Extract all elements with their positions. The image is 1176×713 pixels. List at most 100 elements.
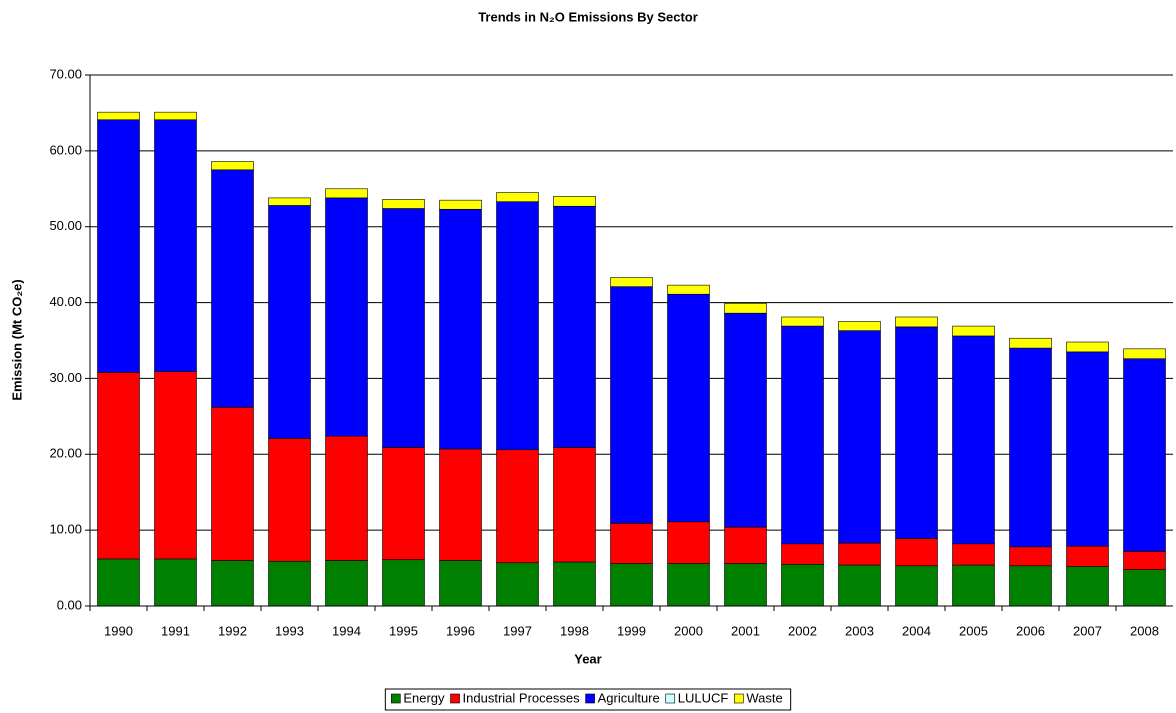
bar-segment: [952, 335, 995, 545]
y-tick-label: 0.00: [57, 597, 82, 612]
bar-segment: [211, 161, 254, 171]
bar-segment: [154, 119, 197, 372]
y-tick-label: 40.00: [49, 294, 82, 309]
legend-swatch: [585, 693, 595, 704]
legend-swatch: [450, 693, 460, 704]
bar-segment: [382, 208, 425, 448]
bar-segment: [1009, 337, 1052, 349]
bar-segment: [211, 406, 254, 561]
legend-label: Agriculture: [598, 690, 660, 705]
x-tick-label: 2004: [902, 623, 931, 638]
bar-segment: [439, 208, 482, 450]
bar-segment: [667, 284, 710, 295]
x-tick-label: 1991: [161, 623, 190, 638]
x-tick-label: 2000: [674, 623, 703, 638]
bar-segment: [724, 312, 767, 528]
bar-segment: [553, 447, 596, 563]
bar-segment: [781, 316, 824, 327]
bar-segment: [496, 192, 539, 202]
bar-segment: [1123, 569, 1166, 607]
bar-segment: [325, 435, 368, 561]
bar-segment: [724, 303, 767, 314]
bar-segment: [1066, 341, 1109, 353]
x-tick-label: 2001: [731, 623, 760, 638]
bar-segment: [1066, 566, 1109, 607]
bar-segment: [496, 201, 539, 451]
bar-segment: [211, 169, 254, 408]
bar-segment: [496, 449, 539, 564]
bar-segment: [325, 188, 368, 199]
bar-segment: [1009, 565, 1052, 607]
bar-segment: [1009, 546, 1052, 567]
bar-segment: [1123, 358, 1166, 552]
bar-segment: [268, 560, 311, 607]
bar-segment: [97, 372, 140, 560]
bar-segment: [610, 523, 653, 564]
x-tick-label: 2008: [1130, 623, 1159, 638]
bar-segment: [154, 111, 197, 121]
legend-label: Industrial Processes: [463, 690, 581, 705]
x-tick-label: 1993: [275, 623, 304, 638]
bar-segment: [268, 438, 311, 562]
bar-segment: [895, 565, 938, 607]
bar-segment: [97, 111, 140, 121]
bar-segment: [952, 564, 995, 607]
bar-segment: [838, 564, 881, 607]
legend-label: LULUCF: [678, 690, 729, 705]
bar-segment: [439, 560, 482, 607]
bar-segment: [667, 521, 710, 564]
bar-segment: [154, 558, 197, 607]
y-tick-label: 50.00: [49, 218, 82, 233]
y-tick-label: 60.00: [49, 142, 82, 157]
bar-segment: [667, 563, 710, 607]
x-tick-label: 1999: [617, 623, 646, 638]
bar-segment: [268, 197, 311, 206]
x-tick-label: 1997: [503, 623, 532, 638]
bar-segment: [781, 563, 824, 607]
bar-segment: [1066, 545, 1109, 567]
x-tick-label: 2002: [788, 623, 817, 638]
bar-segment: [97, 119, 140, 373]
bar-segment: [952, 325, 995, 337]
bar-segment: [439, 448, 482, 561]
bar-segment: [154, 371, 197, 560]
bar-segment: [325, 197, 368, 437]
bar-segment: [667, 293, 710, 523]
bar-segment: [838, 330, 881, 544]
bar-segment: [97, 558, 140, 607]
bar-segment: [553, 561, 596, 607]
bar-segment: [325, 560, 368, 607]
x-tick-label: 2006: [1016, 623, 1045, 638]
legend-label: Energy: [403, 690, 445, 705]
bar-segment: [1066, 351, 1109, 547]
bar-segment: [1123, 551, 1166, 570]
bar-segment: [952, 543, 995, 566]
x-tick-label: 2003: [845, 623, 874, 638]
bar-segment: [496, 562, 539, 607]
legend-label: Waste: [746, 690, 782, 705]
bar-segment: [838, 321, 881, 331]
y-tick-label: 10.00: [49, 522, 82, 537]
bar-segment: [610, 286, 653, 524]
bar-segment: [610, 563, 653, 607]
x-axis-label: Year: [574, 651, 601, 666]
y-tick-label: 30.00: [49, 370, 82, 385]
legend-swatch: [665, 693, 676, 704]
bar-segment: [211, 560, 254, 607]
y-axis-label: Emission (Mt CO₂e): [9, 279, 24, 400]
bar-segment: [724, 563, 767, 607]
x-tick-label: 1992: [218, 623, 247, 638]
chart-title: Trends in N₂O Emissions By Sector: [478, 9, 698, 24]
bar-segment: [382, 559, 425, 607]
bar-segment: [895, 316, 938, 328]
bar-segment: [553, 205, 596, 448]
bar-segment: [781, 325, 824, 545]
x-tick-label: 1995: [389, 623, 418, 638]
bar-segment: [268, 205, 311, 439]
bar-segment: [1009, 347, 1052, 548]
y-tick-label: 20.00: [49, 446, 82, 461]
x-tick-label: 1996: [446, 623, 475, 638]
bar-segment: [1123, 348, 1166, 360]
bar-segment: [439, 199, 482, 210]
